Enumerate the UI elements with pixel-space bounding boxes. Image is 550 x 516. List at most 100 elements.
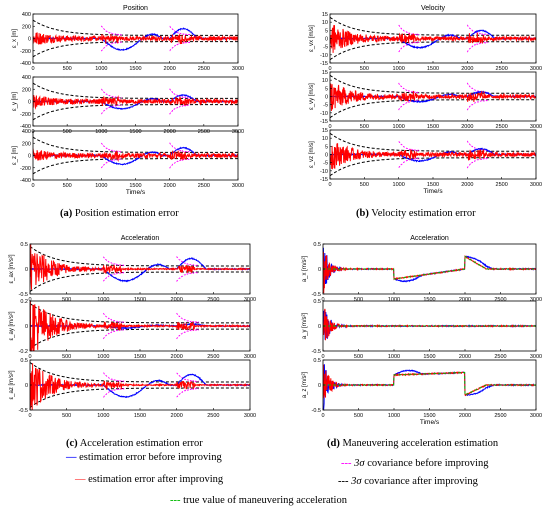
x-tick-label: 3000 <box>530 297 542 303</box>
cov-after-lower <box>30 387 250 408</box>
x-tick-label: 1500 <box>129 183 141 189</box>
caption-a-letter: (a) <box>60 208 73 219</box>
legend-item-after: — estimation error after improving <box>75 474 223 485</box>
y-tick-label: 0.2 <box>20 299 28 305</box>
y-tick-label: -15 <box>320 61 328 67</box>
x-tick-label: 500 <box>63 183 72 189</box>
cov-after-upper <box>33 82 238 99</box>
cov-after-lower <box>33 104 238 121</box>
y-tick-label: 5 <box>325 28 328 34</box>
x-tick-label: 500 <box>63 66 72 72</box>
cov-before-upper <box>101 88 122 99</box>
x-tick-label: 0 <box>328 182 331 188</box>
cov-after-lower <box>30 271 250 292</box>
x-tick-label: 500 <box>354 354 363 360</box>
series-before <box>323 364 536 410</box>
plot-area <box>30 362 250 410</box>
x-tick-label: 1000 <box>97 413 109 419</box>
y-axis-label: ε_vx [m/s] <box>309 25 315 52</box>
x-tick-label: 3000 <box>244 354 256 360</box>
x-tick-label: 2000 <box>171 297 183 303</box>
x-tick-label: 1500 <box>427 124 439 130</box>
y-tick-label: -15 <box>320 119 328 125</box>
x-tick-label: 1500 <box>427 182 439 188</box>
cov-before-lower <box>466 157 489 169</box>
y-tick-label: 0 <box>28 37 31 43</box>
y-tick-label: 0 <box>325 153 328 159</box>
series-after <box>323 251 536 294</box>
series-after <box>330 143 536 170</box>
legend-marker-true: --- <box>170 495 181 506</box>
cov-after-upper <box>33 19 238 36</box>
y-axis-label: ε_y [m] <box>12 92 18 111</box>
cov-before-upper <box>103 372 126 383</box>
cov-before-upper <box>176 256 200 266</box>
x-tick-label: 1000 <box>95 129 107 135</box>
legend-text-after: estimation error after improving <box>88 474 224 485</box>
x-axis-label: Time/s <box>420 419 440 426</box>
y-tick-label: 0.5 <box>20 358 28 364</box>
y-tick-label: 0.5 <box>313 299 321 305</box>
chart-d-panel-3: 0 500 1000 1500 2000 2500 3000-0.500.5a_z [m/s… <box>302 358 542 419</box>
cov-after-lower <box>33 158 238 175</box>
x-tick-label: 2500 <box>198 183 210 189</box>
y-tick-label: 200 <box>22 87 31 93</box>
chart-c: Acceleration 0 500 1000 1500 2000 2500 3000 -0.5… <box>9 235 256 419</box>
cov-before-lower <box>169 104 191 115</box>
cov-before-lower <box>176 272 200 282</box>
x-tick-label: 3000 <box>232 66 244 72</box>
y-tick-label: 0 <box>318 267 321 273</box>
chart-d-title: Acceleration <box>410 235 449 242</box>
cov-before-lower <box>466 41 489 53</box>
y-tick-label: 0 <box>28 154 31 160</box>
legend-marker-cov-before: --- <box>341 458 352 469</box>
plot-area <box>33 82 238 121</box>
y-tick-label: 15 <box>322 12 328 18</box>
chart-b-panel-2: 0 500 1000 1500 2000 2500 3000 -15 -10 -5 0 5 10 15 ε_… <box>309 70 542 130</box>
x-tick-label: 500 <box>360 124 369 130</box>
x-tick-label: 2000 <box>461 124 473 130</box>
cov-before-upper <box>176 312 200 324</box>
plot-area <box>330 132 536 177</box>
legend-item-before: — estimation error before improving <box>66 452 222 463</box>
caption-a-text: Position estimation error <box>74 208 179 219</box>
y-tick-label: 0.5 <box>20 242 28 248</box>
y-tick-label: -0.5 <box>312 408 321 414</box>
y-axis-label: ε_z [m] <box>12 146 18 165</box>
x-tick-label: 1000 <box>97 354 109 360</box>
y-tick-label: 0 <box>325 37 328 43</box>
x-tick-label: 1000 <box>388 297 400 303</box>
y-tick-label: 15 <box>322 70 328 76</box>
series-after <box>323 308 536 341</box>
cov-before-lower <box>100 41 122 52</box>
plot-area <box>323 247 536 294</box>
x-tick-label: 2500 <box>496 66 508 72</box>
x-tick-label: 3000 <box>244 297 256 303</box>
x-tick-label: 1000 <box>388 413 400 419</box>
y-tick-label: 5 <box>325 144 328 150</box>
y-axis-label: ε_ax [m/s²] <box>9 254 15 283</box>
x-tick-label: 2500 <box>198 129 210 135</box>
x-tick-label: 2000 <box>164 183 176 189</box>
x-tick-label: 2000 <box>461 66 473 72</box>
cov-after-upper <box>330 74 536 94</box>
chart-d-panel-1: 0 500 1000 1500 2000 2500 3000-0.500.5a_x [m/s… <box>302 242 542 303</box>
x-tick-label: 2000 <box>171 413 183 419</box>
y-tick-label: -5 <box>323 45 328 51</box>
series-after <box>30 301 250 351</box>
y-tick-label: 0 <box>318 324 321 330</box>
y-tick-label: 0 <box>318 383 321 389</box>
y-tick-label: 0.5 <box>313 242 321 248</box>
cov-before-upper <box>176 372 199 383</box>
x-tick-label: 1500 <box>129 129 141 135</box>
y-tick-label: -0.5 <box>19 292 28 298</box>
x-tick-label: 2500 <box>207 413 219 419</box>
x-tick-label: 3000 <box>530 182 542 188</box>
x-tick-label: 1500 <box>129 66 141 72</box>
cov-after-upper <box>30 303 250 324</box>
cov-before-upper <box>398 24 420 36</box>
series-after <box>330 83 536 112</box>
y-tick-label: 0 <box>28 100 31 106</box>
